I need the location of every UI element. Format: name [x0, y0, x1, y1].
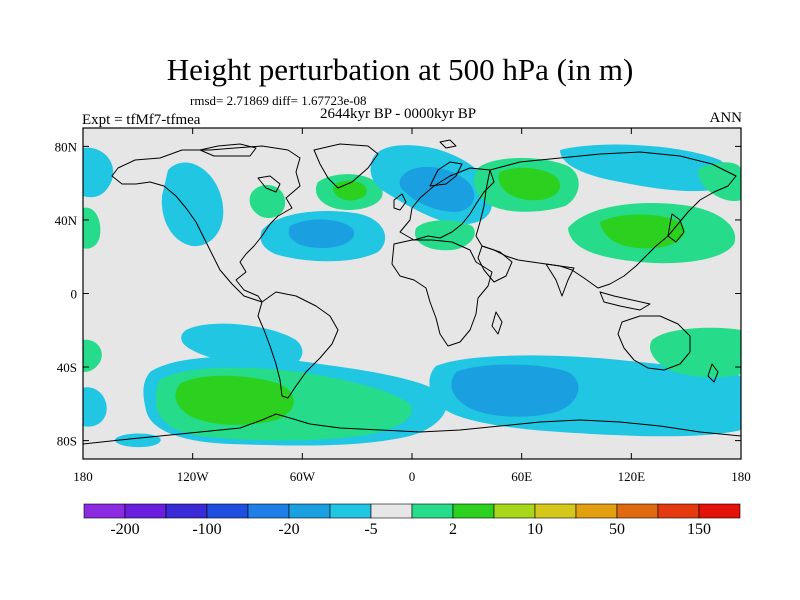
colorbar: -200 -100 -20 -5 2 10 50 150 [83, 503, 741, 538]
colorbar-swatch [124, 503, 167, 519]
contour-positive [697, 162, 741, 202]
coast-uk [393, 193, 407, 211]
contour-fills [83, 144, 741, 448]
colorbar-label: -20 [278, 521, 299, 538]
coast-madagascar [491, 311, 503, 335]
contour-positive-strong [175, 375, 294, 425]
colorbar-label: -200 [110, 521, 139, 538]
contour-negative [161, 162, 224, 247]
colorbar-swatch [493, 503, 536, 519]
colorbar-swatch [288, 503, 331, 519]
colorbar-label: 50 [609, 521, 625, 538]
coast-hudson-bay [257, 175, 281, 193]
colorbar-swatch [411, 503, 454, 519]
longitude-axis: 180 120W 60W 0 60E 120E 180 [73, 128, 751, 484]
contour-positive-strong [333, 180, 367, 201]
contour-negative-strong [288, 219, 355, 248]
colorbar-swatch [370, 503, 413, 519]
chart-title: Height perturbation at 500 hPa (in m) [166, 52, 634, 87]
contour-negative [83, 147, 114, 198]
colorbar-label: -100 [192, 521, 221, 538]
coast-south-america [257, 291, 339, 399]
colorbar-label: 150 [687, 521, 711, 538]
colorbar-swatch [698, 503, 741, 519]
coast-new-zealand [707, 363, 719, 383]
coastlines [83, 139, 741, 445]
lon-tick-label: 60E [511, 469, 532, 484]
colorbar-swatch [329, 503, 372, 519]
season-label: ANN [709, 110, 743, 126]
experiment-label: Expt = tfMf7-tfmea [82, 112, 201, 128]
colorbar-swatch [247, 503, 290, 519]
lat-tick-label: 80S [57, 434, 77, 449]
coast-north-america [111, 145, 301, 303]
coast-europe [399, 167, 495, 241]
coast-scandinavia [429, 161, 463, 187]
coast-indonesia [599, 291, 651, 311]
colorbar-swatch [534, 503, 577, 519]
colorbar-swatch [165, 503, 208, 519]
contour-negative-strong [451, 364, 579, 417]
lon-tick-label: 0 [409, 469, 416, 484]
coast-japan [667, 213, 685, 243]
lon-tick-label: 120W [177, 469, 210, 484]
coast-antarctica [83, 413, 741, 445]
contour-positive [249, 185, 286, 219]
latitude-axis: 80N 40N 0 40S 80S [55, 139, 741, 449]
period-label: 2644kyr BP - 0000kyr BP [320, 106, 477, 122]
contour-positive-strong [498, 167, 561, 201]
lat-tick-label: 40N [55, 213, 78, 228]
lon-tick-label: 180 [73, 469, 93, 484]
colorbar-label: 2 [449, 521, 457, 538]
coast-india [545, 263, 575, 297]
lon-tick-label: 180 [731, 469, 751, 484]
colorbar-swatch [83, 503, 126, 519]
coast-africa [391, 239, 493, 347]
stats-label: rmsd= 2.71869 diff= 1.67723e-08 [190, 93, 367, 108]
contour-negative [83, 387, 107, 427]
contour-positive [83, 339, 102, 372]
contour-negative [560, 144, 729, 192]
coast-svalbard [439, 139, 457, 149]
contour-positive [83, 207, 101, 249]
colorbar-swatch [575, 503, 618, 519]
coast-greenland [313, 143, 379, 189]
colorbar-label: -5 [364, 521, 377, 538]
lat-tick-label: 80N [55, 139, 78, 154]
colorbar-swatch [206, 503, 249, 519]
lon-tick-label: 120E [618, 469, 646, 484]
lat-tick-label: 0 [71, 287, 78, 302]
colorbar-swatch [657, 503, 700, 519]
coast-australia [617, 315, 691, 371]
map-area [83, 128, 741, 459]
contour-negative [181, 323, 303, 368]
colorbar-swatch [452, 503, 495, 519]
lat-tick-label: 40S [57, 360, 77, 375]
coast-arctic-islands [199, 143, 257, 157]
lon-tick-label: 60W [290, 469, 316, 484]
coast-arabia [477, 245, 513, 283]
colorbar-label: 10 [527, 521, 543, 538]
contour-positive [650, 327, 741, 378]
colorbar-swatch [616, 503, 659, 519]
